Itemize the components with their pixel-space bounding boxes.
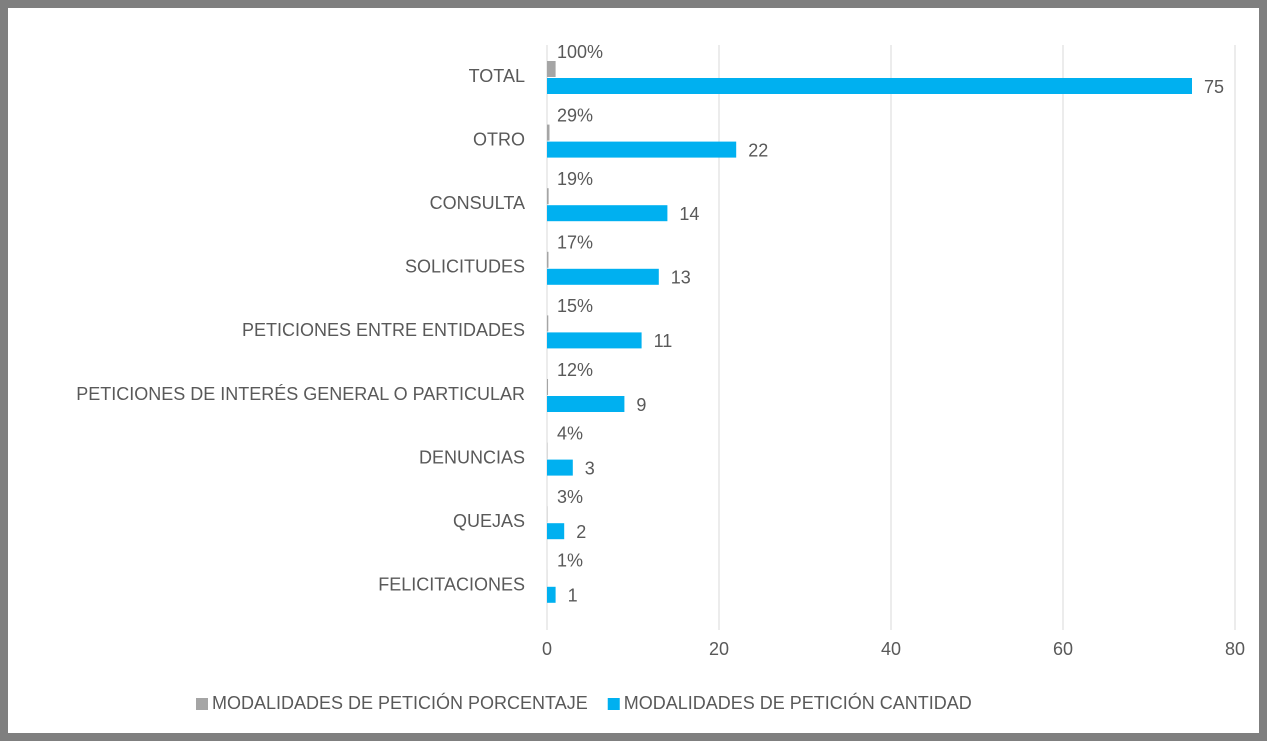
data-label: 19% xyxy=(557,169,593,189)
x-tick-label: 60 xyxy=(1053,639,1073,659)
data-label: 2 xyxy=(576,522,586,542)
bar xyxy=(547,315,549,332)
data-label: 1 xyxy=(568,586,578,606)
bar xyxy=(547,205,668,222)
bar xyxy=(547,523,565,540)
bar xyxy=(547,459,573,476)
data-label: 3% xyxy=(557,487,583,507)
legend-swatch xyxy=(607,698,620,710)
x-tick-label: 0 xyxy=(542,639,552,659)
bar xyxy=(547,78,1192,94)
data-label: 22 xyxy=(748,140,768,160)
data-label: 11 xyxy=(654,331,673,351)
data-label: 75 xyxy=(1204,77,1224,97)
y-tick-label: TOTAL xyxy=(469,66,525,86)
x-tick-label: 80 xyxy=(1225,639,1245,659)
data-label: 29% xyxy=(557,105,593,125)
data-label: 1% xyxy=(557,551,583,571)
y-tick-label: CONSULTA xyxy=(430,193,525,213)
data-label: 13 xyxy=(671,268,691,288)
data-label: 3 xyxy=(585,458,595,478)
x-tick-label: 40 xyxy=(881,639,901,659)
bar xyxy=(547,61,556,77)
y-tick-label: SOLICITUDES xyxy=(405,257,525,277)
legend-swatch xyxy=(196,698,208,710)
y-tick-label: PETICIONES ENTRE ENTIDADES xyxy=(242,320,525,340)
bar xyxy=(547,188,549,205)
bar xyxy=(547,379,549,395)
data-label: 15% xyxy=(557,296,593,316)
data-label: 12% xyxy=(557,360,593,380)
y-tick-label: QUEJAS xyxy=(453,511,525,531)
y-tick-label: DENUNCIAS xyxy=(419,447,525,467)
bar xyxy=(547,332,642,349)
bar xyxy=(547,251,549,268)
bar xyxy=(547,124,550,141)
bar xyxy=(547,396,625,412)
y-tick-label: PETICIONES DE INTERÉS GENERAL O PARTICUL… xyxy=(76,384,525,404)
data-label: 14 xyxy=(679,204,699,224)
legend-label: MODALIDADES DE PETICIÓN CANTIDAD xyxy=(624,692,972,713)
data-label: 9 xyxy=(636,395,646,415)
legend-label: MODALIDADES DE PETICIÓN PORCENTAJE xyxy=(212,692,588,713)
bar xyxy=(547,586,556,603)
bar xyxy=(547,268,659,285)
y-tick-label: OTRO xyxy=(473,129,525,149)
y-tick-label: FELICITACIONES xyxy=(378,575,525,595)
data-label: 4% xyxy=(557,423,583,443)
bar xyxy=(547,141,737,158)
data-label: 17% xyxy=(557,233,593,253)
data-label: 100% xyxy=(557,42,603,62)
x-tick-label: 20 xyxy=(709,639,729,659)
